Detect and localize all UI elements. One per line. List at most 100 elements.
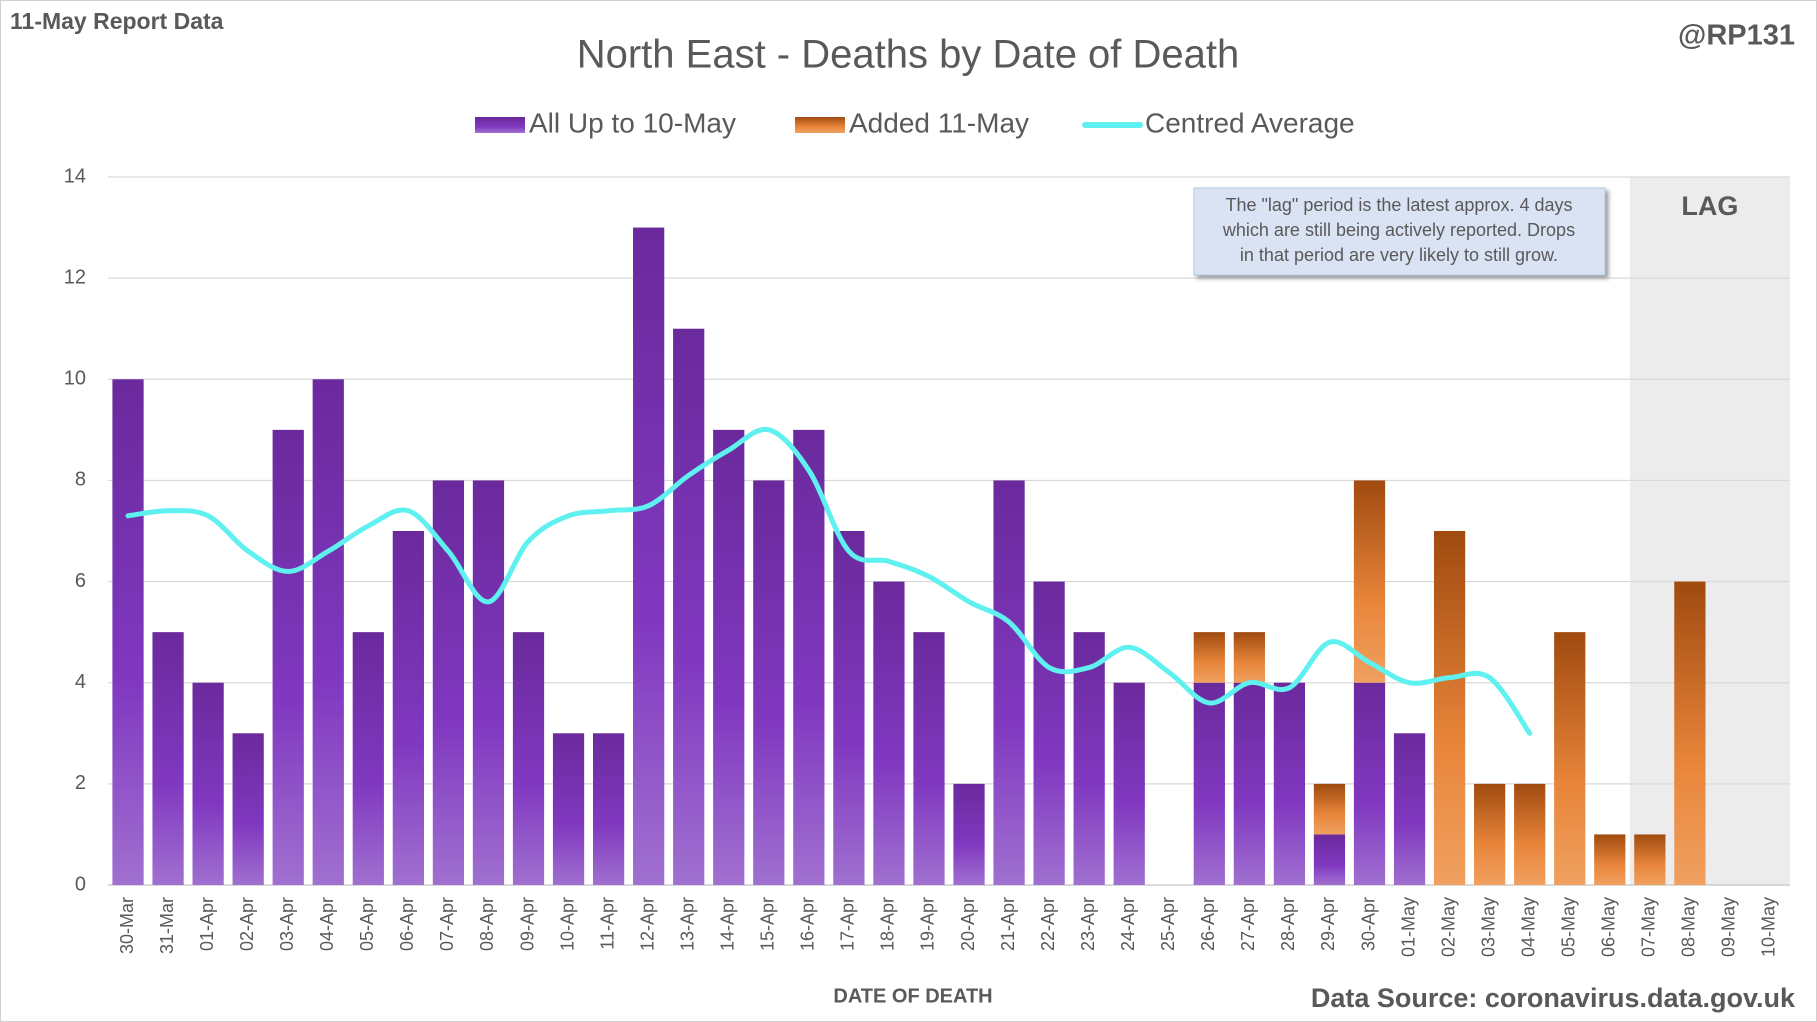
x-tick-label: 06-Apr <box>397 897 417 951</box>
bar <box>112 379 144 885</box>
x-tick-label: 22-Apr <box>1038 897 1058 951</box>
bar <box>1313 834 1346 885</box>
x-tick-label: 30-Apr <box>1358 897 1378 951</box>
legend-label: All Up to 10-May <box>529 107 736 138</box>
bar <box>633 227 665 886</box>
x-tick-label: 24-Apr <box>1118 897 1138 951</box>
y-tick-label: 14 <box>64 165 86 187</box>
annotation-text: in that period are very likely to still … <box>1240 245 1558 265</box>
bar <box>1073 632 1105 885</box>
x-tick-label: 09-May <box>1719 897 1739 957</box>
x-tick-label: 01-Apr <box>197 897 217 951</box>
bar <box>1233 632 1265 683</box>
x-tick-label: 10-May <box>1759 897 1779 957</box>
x-tick-label: 31-Mar <box>157 897 177 954</box>
y-tick-label: 12 <box>64 266 86 288</box>
annotation-box <box>1193 187 1606 276</box>
bar <box>272 429 304 885</box>
bar <box>152 632 184 885</box>
x-tick-label: 02-Apr <box>237 897 257 951</box>
x-tick-label: 14-Apr <box>717 897 737 951</box>
x-axis-title: DATE OF DEATH <box>833 985 992 1007</box>
y-tick-label: 6 <box>75 570 86 592</box>
bar <box>1514 783 1546 885</box>
bar <box>753 480 785 885</box>
x-tick-label: 20-Apr <box>958 897 978 951</box>
x-tick-label: 15-Apr <box>758 897 778 951</box>
bar <box>1313 783 1346 835</box>
x-tick-label: 08-May <box>1679 897 1699 957</box>
annotation-text: The "lag" period is the latest approx. 4… <box>1226 195 1573 215</box>
x-tick-label: 27-Apr <box>1238 897 1258 951</box>
x-tick-label: 05-May <box>1558 897 1578 957</box>
y-tick-label: 2 <box>75 772 86 794</box>
bar <box>1193 632 1225 683</box>
y-tick-label: 8 <box>75 469 86 491</box>
x-tick-label: 07-Apr <box>437 897 457 951</box>
chart-title: North East - Deaths by Date of Death <box>577 33 1240 77</box>
bar <box>1033 581 1065 885</box>
x-tick-label: 30-Mar <box>117 897 137 954</box>
x-tick-label: 26-Apr <box>1198 897 1218 951</box>
bar <box>953 783 985 885</box>
legend-swatch <box>795 117 845 133</box>
report-label: 11-May Report Data <box>10 8 224 34</box>
x-tick-label: 09-Apr <box>517 897 537 951</box>
bar <box>833 531 865 885</box>
bar <box>1554 632 1586 885</box>
bar <box>913 632 945 885</box>
bar <box>592 733 625 885</box>
bar <box>1594 834 1626 885</box>
legend-label: Added 11-May <box>849 107 1029 138</box>
x-tick-label: 05-Apr <box>357 897 377 951</box>
bar <box>512 632 545 885</box>
source: Data Source: coronavirus.data.gov.uk <box>1311 983 1796 1013</box>
x-tick-label: 18-Apr <box>878 897 898 951</box>
bar <box>1634 834 1666 885</box>
bar <box>713 429 745 885</box>
lag-region <box>1629 177 1790 885</box>
average-line <box>125 426 1533 736</box>
x-tick-label: 02-May <box>1438 897 1458 957</box>
y-tick-label: 10 <box>64 368 86 390</box>
bar <box>312 379 344 885</box>
bar <box>392 531 424 885</box>
bar <box>873 581 905 885</box>
annotation-text: which are still being actively reported.… <box>1222 220 1575 240</box>
lag-label: LAG <box>1681 191 1738 221</box>
bar <box>192 682 224 885</box>
y-tick-label: 4 <box>75 671 86 693</box>
x-tick-label: 11-Apr <box>597 897 617 950</box>
bar <box>1474 783 1506 885</box>
bar <box>352 632 384 885</box>
x-tick-label: 04-May <box>1518 897 1538 957</box>
bar <box>673 328 705 885</box>
x-tick-label: 03-May <box>1478 897 1498 957</box>
x-tick-label: 19-Apr <box>918 897 938 951</box>
bar <box>1353 682 1386 885</box>
bar <box>1353 480 1386 683</box>
x-tick-label: 04-Apr <box>317 897 337 951</box>
x-tick-label: 06-May <box>1599 897 1619 957</box>
x-tick-label: 08-Apr <box>477 897 497 951</box>
x-tick-label: 28-Apr <box>1278 897 1298 951</box>
x-tick-label: 13-Apr <box>677 897 697 951</box>
x-tick-label: 29-Apr <box>1318 897 1338 951</box>
bar <box>793 429 825 885</box>
bar <box>1193 682 1225 885</box>
bar <box>993 480 1025 885</box>
x-tick-label: 03-Apr <box>277 897 297 951</box>
bar <box>1233 682 1265 885</box>
x-tick-label: 16-Apr <box>798 897 818 951</box>
author: @RP131 <box>1678 20 1795 52</box>
x-tick-label: 21-Apr <box>998 897 1018 951</box>
legend-swatch <box>475 117 525 133</box>
legend-label: Centred Average <box>1145 107 1355 138</box>
bar <box>552 733 585 885</box>
x-tick-label: 12-Apr <box>637 897 657 951</box>
x-tick-label: 07-May <box>1639 897 1659 957</box>
x-tick-label: 23-Apr <box>1078 897 1098 951</box>
bar <box>1393 733 1426 885</box>
